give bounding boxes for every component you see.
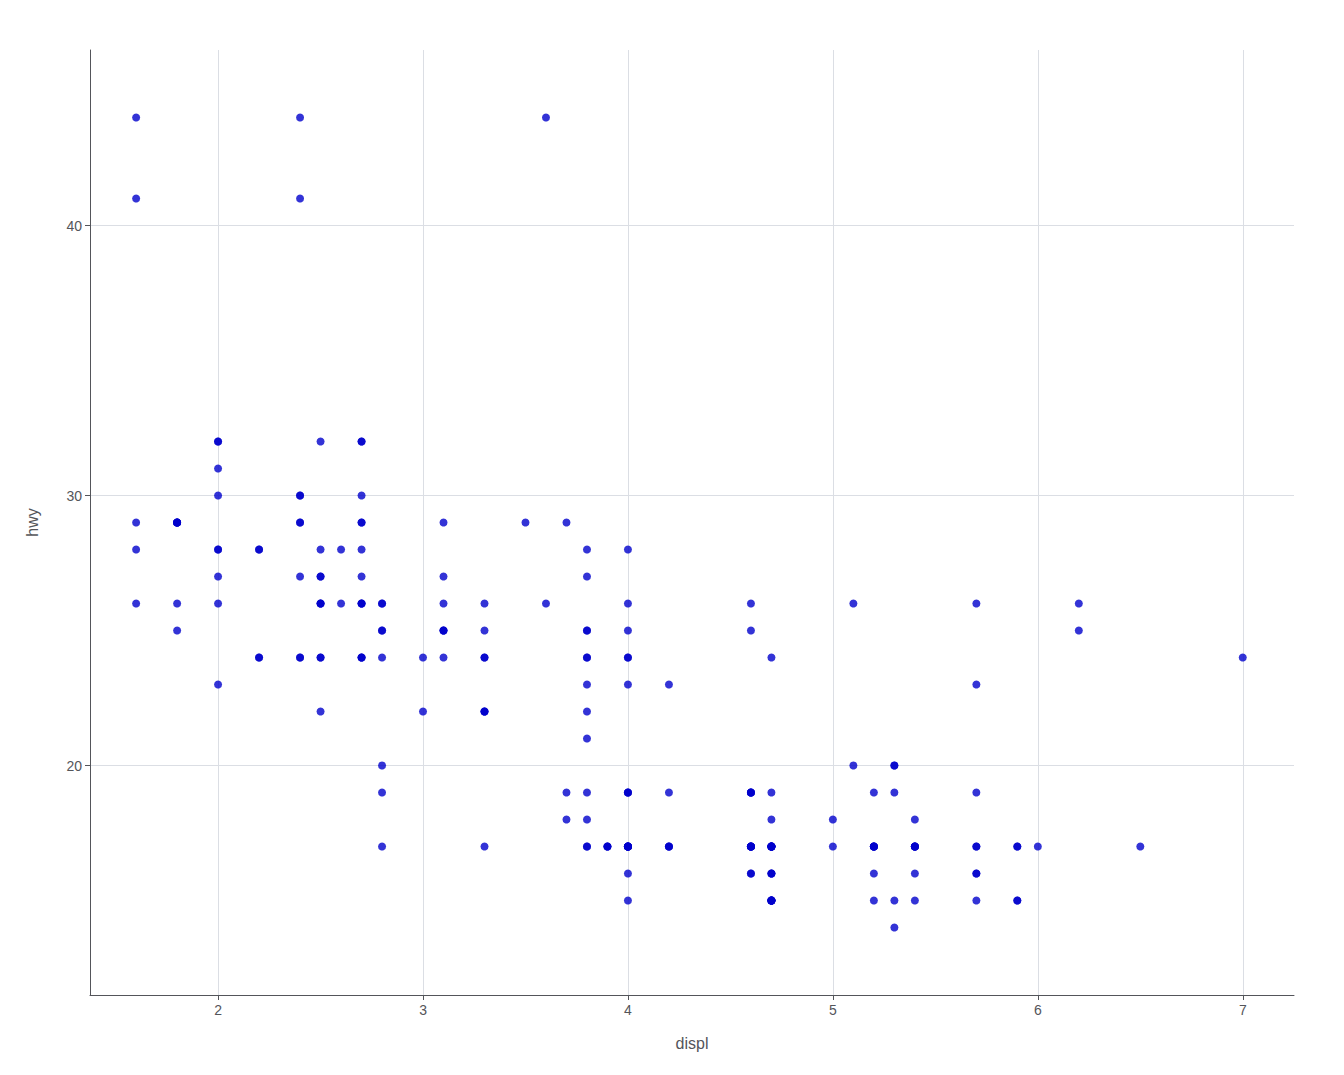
svg-text:displ: displ (676, 1035, 709, 1052)
svg-text:hwy: hwy (24, 508, 41, 536)
svg-text:5: 5 (829, 1002, 837, 1018)
svg-text:4: 4 (624, 1002, 632, 1018)
svg-text:40: 40 (66, 218, 82, 234)
svg-text:30: 30 (66, 488, 82, 504)
svg-text:7: 7 (1239, 1002, 1247, 1018)
svg-text:3: 3 (419, 1002, 427, 1018)
svg-text:20: 20 (66, 758, 82, 774)
svg-text:2: 2 (214, 1002, 222, 1018)
svg-text:6: 6 (1034, 1002, 1042, 1018)
